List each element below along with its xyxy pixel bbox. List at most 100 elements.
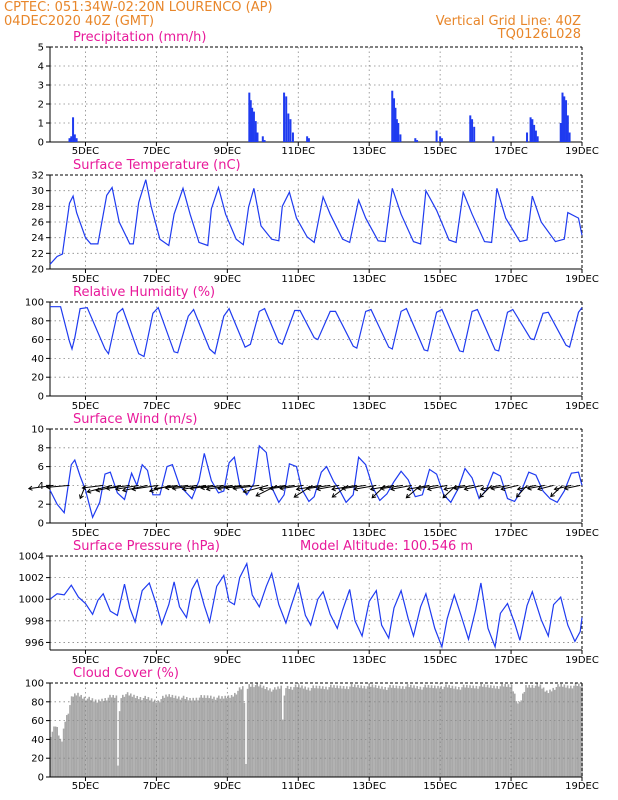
cloud-cover-bar — [373, 687, 375, 777]
cloud-cover-bar — [389, 685, 391, 777]
cloud-cover-bar — [485, 687, 487, 777]
cloud-cover-bar — [474, 688, 476, 777]
cloud-cover-bar — [539, 684, 542, 777]
header-model-id: TQ0126L028 — [497, 27, 581, 42]
panel-title: Surface Pressure (hPa) — [73, 539, 220, 554]
cloud-cover-bar — [293, 687, 295, 777]
cloud-cover-bar — [507, 684, 510, 777]
x-tick-label: 5DEC — [72, 655, 99, 666]
cloud-cover-bar — [534, 685, 537, 777]
cloud-cover-bar — [499, 686, 502, 777]
cloud-cover-bar — [162, 695, 164, 777]
cloud-cover-bar — [318, 685, 321, 777]
precip-bar — [534, 130, 537, 142]
cloud-cover-bar — [83, 696, 86, 777]
cloud-cover-bar — [437, 685, 439, 777]
y-tick-label: 60 — [31, 716, 44, 727]
cloud-cover-bar — [526, 687, 529, 777]
cloud-cover-bar — [560, 683, 562, 777]
wind-vector — [341, 484, 366, 491]
cloud-cover-bar — [494, 688, 497, 777]
cloud-cover-bar — [490, 685, 492, 777]
cloud-cover-bar — [114, 697, 116, 777]
cloud-cover-bar — [286, 685, 289, 777]
cloud-cover-bar — [467, 687, 470, 777]
cloud-cover-bar — [406, 684, 409, 777]
cloud-cover-bar — [61, 741, 63, 777]
cloud-cover-bar — [133, 694, 135, 777]
cloud-cover-bar — [118, 711, 121, 777]
cloud-cover-bar — [94, 699, 97, 777]
cloud-cover-bar — [96, 702, 98, 777]
cloud-cover-bar — [338, 688, 340, 777]
cloud-cover-bar — [430, 685, 433, 777]
cloud-cover-bar — [187, 700, 190, 777]
cloud-cover-bar — [280, 685, 282, 777]
wind-vector — [480, 484, 501, 492]
cloud-cover-bar — [344, 688, 346, 777]
cloud-cover-bar — [107, 697, 110, 777]
x-tick-label: 9DEC — [214, 528, 241, 539]
cloud-cover-bar — [147, 697, 150, 777]
precip-bar — [563, 96, 566, 142]
cloud-cover-bar — [285, 688, 287, 777]
cloud-cover-bar — [278, 688, 281, 777]
wind-vector — [242, 484, 269, 494]
cloud-cover-bar — [152, 701, 154, 777]
wind-vector — [181, 484, 207, 492]
cloud-cover-bar — [218, 695, 220, 777]
precip-bar — [72, 117, 75, 142]
precip-bar — [263, 140, 266, 142]
y-tick-label: 0 — [38, 138, 44, 149]
wind-vector — [232, 484, 260, 491]
y-tick-label: 0 — [38, 519, 44, 530]
cloud-cover-bar — [336, 685, 338, 777]
cloud-cover-bar — [558, 686, 561, 777]
y-tick-label: 2 — [38, 100, 44, 111]
y-tick-label: 100 — [25, 298, 44, 309]
cloud-cover-bar — [210, 695, 212, 777]
cloud-cover-bar — [403, 688, 406, 777]
cloud-cover-bar — [566, 685, 569, 777]
cloud-cover-bar — [192, 697, 194, 777]
x-tick-label: 19DEC — [565, 401, 599, 412]
cloud-cover-bar — [158, 702, 161, 777]
y-tick-label: 60 — [31, 335, 44, 346]
y-tick-label: 4 — [38, 481, 44, 492]
cloud-cover-bar — [360, 685, 362, 777]
cloud-cover-bar — [203, 695, 206, 777]
cloud-cover-bar — [510, 684, 513, 777]
cloud-cover-bar — [62, 728, 65, 777]
cloud-cover-bar — [125, 694, 127, 777]
precip-bar — [287, 113, 290, 142]
y-tick-label: 26 — [31, 218, 44, 229]
cloud-cover-bar — [75, 695, 78, 777]
x-tick-label: 13DEC — [352, 274, 386, 285]
precip-bar — [492, 136, 495, 142]
x-tick-label: 13DEC — [352, 528, 386, 539]
cloud-cover-bar — [216, 697, 218, 777]
precip-bar — [414, 138, 417, 142]
x-tick-label: 9DEC — [214, 781, 241, 792]
cloud-cover-bar — [346, 686, 348, 777]
x-tick-label: 15DEC — [423, 655, 457, 666]
precip-bar — [533, 124, 536, 142]
cloud-cover-bar — [352, 686, 354, 777]
header-grid-line: Vertical Grid Line: 40Z — [435, 14, 581, 29]
cloud-cover-bar — [246, 688, 249, 777]
precip-bar — [249, 100, 252, 142]
y-tick-label: 28 — [31, 202, 44, 213]
cloud-cover-bar — [206, 695, 209, 777]
cloud-cover-bar — [478, 686, 481, 777]
cloud-cover-bar — [258, 686, 260, 777]
x-tick-label: 17DEC — [494, 655, 528, 666]
cloud-cover-bar — [315, 685, 318, 777]
cloud-cover-bar — [547, 693, 550, 777]
x-tick-label: 5DEC — [72, 401, 99, 412]
cloud-cover-bar — [341, 688, 343, 777]
cloud-cover-bar — [144, 695, 146, 777]
precip-bar — [559, 123, 562, 142]
cloud-cover-bar — [450, 688, 452, 777]
cloud-cover-bar — [480, 683, 482, 777]
precip-bar — [283, 92, 286, 142]
